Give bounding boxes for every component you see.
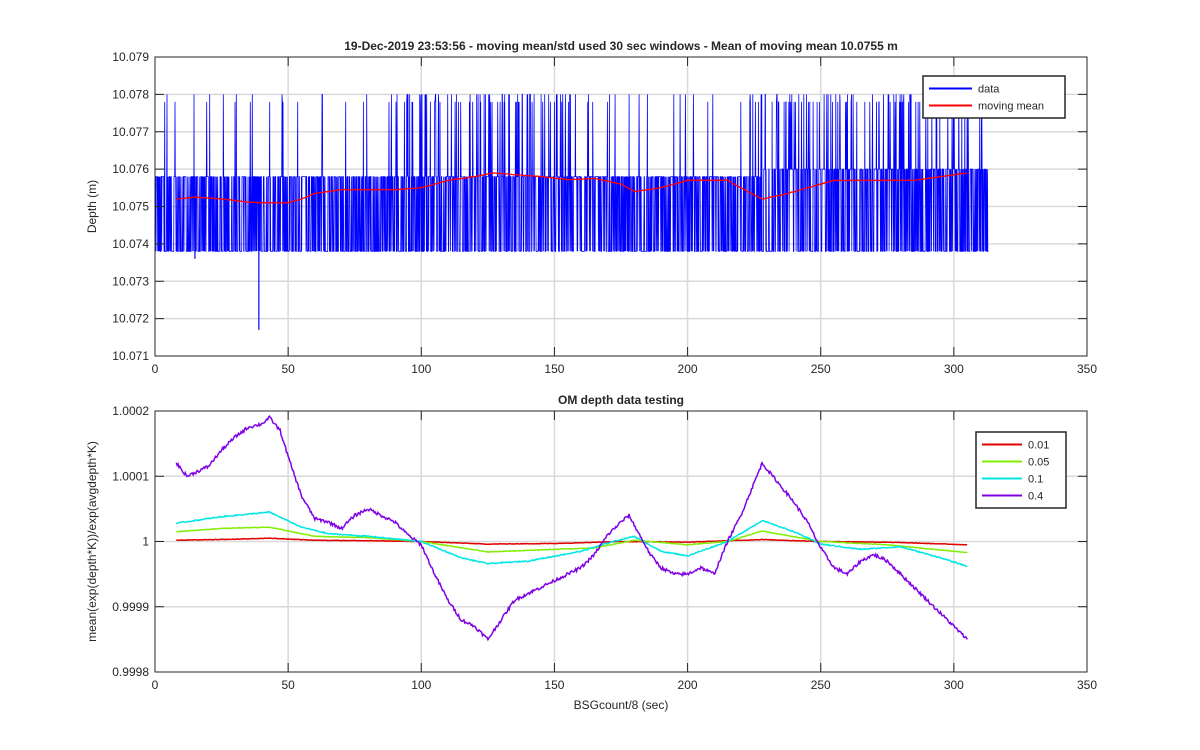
x-tick-label: 150 [544,678,564,692]
depth-plot-series [155,94,989,330]
series-line-0-4 [175,414,968,642]
y-tick-label: 10.073 [112,274,149,288]
series-line-0-1 [175,510,968,568]
y-tick-label: 10.076 [112,162,149,176]
depth-plot-legend: data moving mean [922,75,1066,119]
om-testing-plot-title: OM depth data testing [558,393,684,407]
x-tick-label: 350 [1077,362,1097,376]
x-tick-label: 200 [678,678,698,692]
y-tick-label: 0.9998 [112,665,149,679]
series-line-moving-mean [176,172,968,204]
om-testing-plot-ticks: 0 50 100 150 200 250 300 350 0.9998 0.9999 1 1.0001… [112,404,1097,692]
om-testing-plot-series [175,414,968,642]
legend-label-0-01: 0.01 [1028,440,1049,452]
depth-plot-ticks: 0 50 100 150 200 250 300 350 10.071 10.072 10.073 1… [112,50,1097,376]
legend-label-0-4: 0.4 [1028,491,1043,503]
series-line-data [155,94,989,252]
x-tick-label: 250 [811,678,831,692]
legend-box [975,431,1067,509]
y-tick-label: 10.078 [112,87,149,101]
y-tick-label: 10.075 [112,200,149,214]
x-tick-label: 50 [281,362,295,376]
y-tick-label: 1.0002 [112,404,149,418]
y-tick-label: 10.074 [112,237,149,251]
y-tick-label: 10.071 [112,349,149,363]
x-tick-label: 300 [944,678,964,692]
x-tick-label: 250 [811,362,831,376]
depth-plot-title: 19-Dec-2019 23:53:56 - moving mean/std u… [344,39,898,53]
om-testing-plot-legend: 0.01 0.05 0.1 0.4 [975,431,1067,509]
legend-label-0-1: 0.1 [1028,474,1043,486]
legend-label-moving-mean: moving mean [978,101,1044,113]
om-testing-plot: 0 50 100 150 200 250 300 350 0.9998 0.9999 1 1.0001… [85,393,1097,712]
y-tick-label: 10.072 [112,312,149,326]
x-tick-label: 0 [152,362,159,376]
y-tick-label: 0.9999 [112,600,149,614]
y-tick-label: 1 [142,535,149,549]
depth-plot: 0 50 100 150 200 250 300 350 10.071 10.072 10.073 1… [85,39,1097,376]
y-tick-label: 10.077 [112,125,149,139]
y-tick-label: 1.0001 [112,469,149,483]
x-tick-label: 0 [152,678,159,692]
x-tick-label: 100 [411,362,431,376]
x-tick-label: 50 [281,678,295,692]
legend-label-data: data [978,84,1000,96]
legend-label-0-05: 0.05 [1028,457,1049,469]
om-testing-plot-x-axis-label: BSGcount/8 (sec) [574,698,669,712]
depth-plot-y-axis-label: Depth (m) [85,180,99,233]
om-testing-plot-y-axis-label: mean(exp(depth*K))/exp(avgdepth*K) [85,441,99,642]
x-tick-label: 150 [544,362,564,376]
x-tick-label: 100 [411,678,431,692]
x-tick-label: 200 [678,362,698,376]
x-tick-label: 350 [1077,678,1097,692]
x-tick-label: 300 [944,362,964,376]
series-line-0-05 [176,526,968,554]
y-tick-label: 10.079 [112,50,149,64]
legend-box [922,75,1066,119]
